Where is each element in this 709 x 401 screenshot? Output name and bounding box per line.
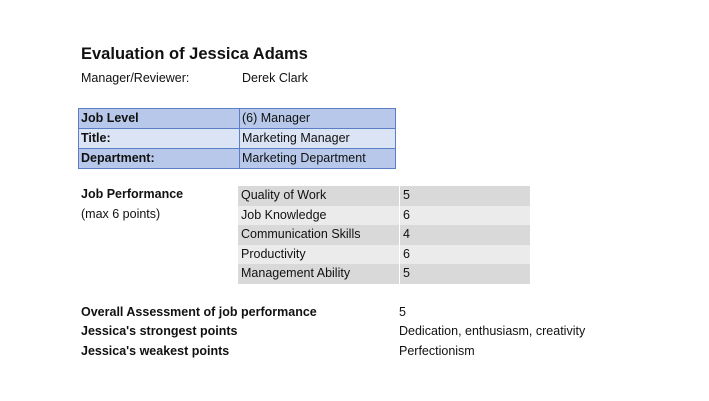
job-info-table: Job Level (6) Manager Title: Marketing M… (78, 108, 396, 169)
score-value: 6 (403, 246, 410, 261)
info-row-department: Department: Marketing Department (79, 148, 395, 168)
manager-value: Derek Clark (242, 71, 308, 85)
performance-scores-table: Quality of Work 5 Job Knowledge 6 Commun… (238, 186, 530, 284)
score-value: 6 (403, 207, 410, 222)
overall-assessment-value: 5 (399, 305, 406, 319)
info-value: Marketing Department (242, 151, 366, 165)
score-name: Job Knowledge (238, 205, 400, 226)
manager-label: Manager/Reviewer: (81, 71, 190, 85)
score-name: Communication Skills (238, 225, 400, 245)
strongest-points-value: Dedication, enthusiasm, creativity (399, 324, 586, 338)
score-row: Productivity 6 (238, 244, 530, 265)
score-row: Management Ability 5 (238, 264, 530, 284)
job-performance-note: (max 6 points) (81, 207, 161, 221)
info-label: Job Level (79, 109, 240, 128)
score-row: Job Knowledge 6 (238, 205, 530, 226)
info-label: Department: (79, 149, 240, 168)
page-title: Evaluation of Jessica Adams (81, 45, 308, 63)
overall-assessment-label: Overall Assessment of job performance (81, 305, 317, 319)
info-row-title: Title: Marketing Manager (79, 128, 395, 148)
score-value: 5 (403, 188, 410, 202)
score-name: Management Ability (238, 264, 400, 284)
weakest-points-value: Perfectionism (399, 344, 475, 358)
info-label: Title: (79, 129, 240, 148)
score-row: Communication Skills 4 (238, 225, 530, 245)
score-value: 5 (403, 266, 410, 281)
weakest-points-label: Jessica's weakest points (81, 344, 230, 358)
info-value: Marketing Manager (242, 131, 350, 145)
score-row: Quality of Work 5 (238, 186, 530, 206)
strongest-points-label: Jessica's strongest points (81, 324, 238, 338)
score-name: Quality of Work (238, 186, 400, 206)
score-value: 4 (403, 227, 410, 242)
info-value: (6) Manager (242, 111, 311, 125)
score-name: Productivity (238, 244, 400, 265)
info-row-job-level: Job Level (6) Manager (79, 109, 395, 128)
job-performance-label: Job Performance (81, 187, 184, 201)
